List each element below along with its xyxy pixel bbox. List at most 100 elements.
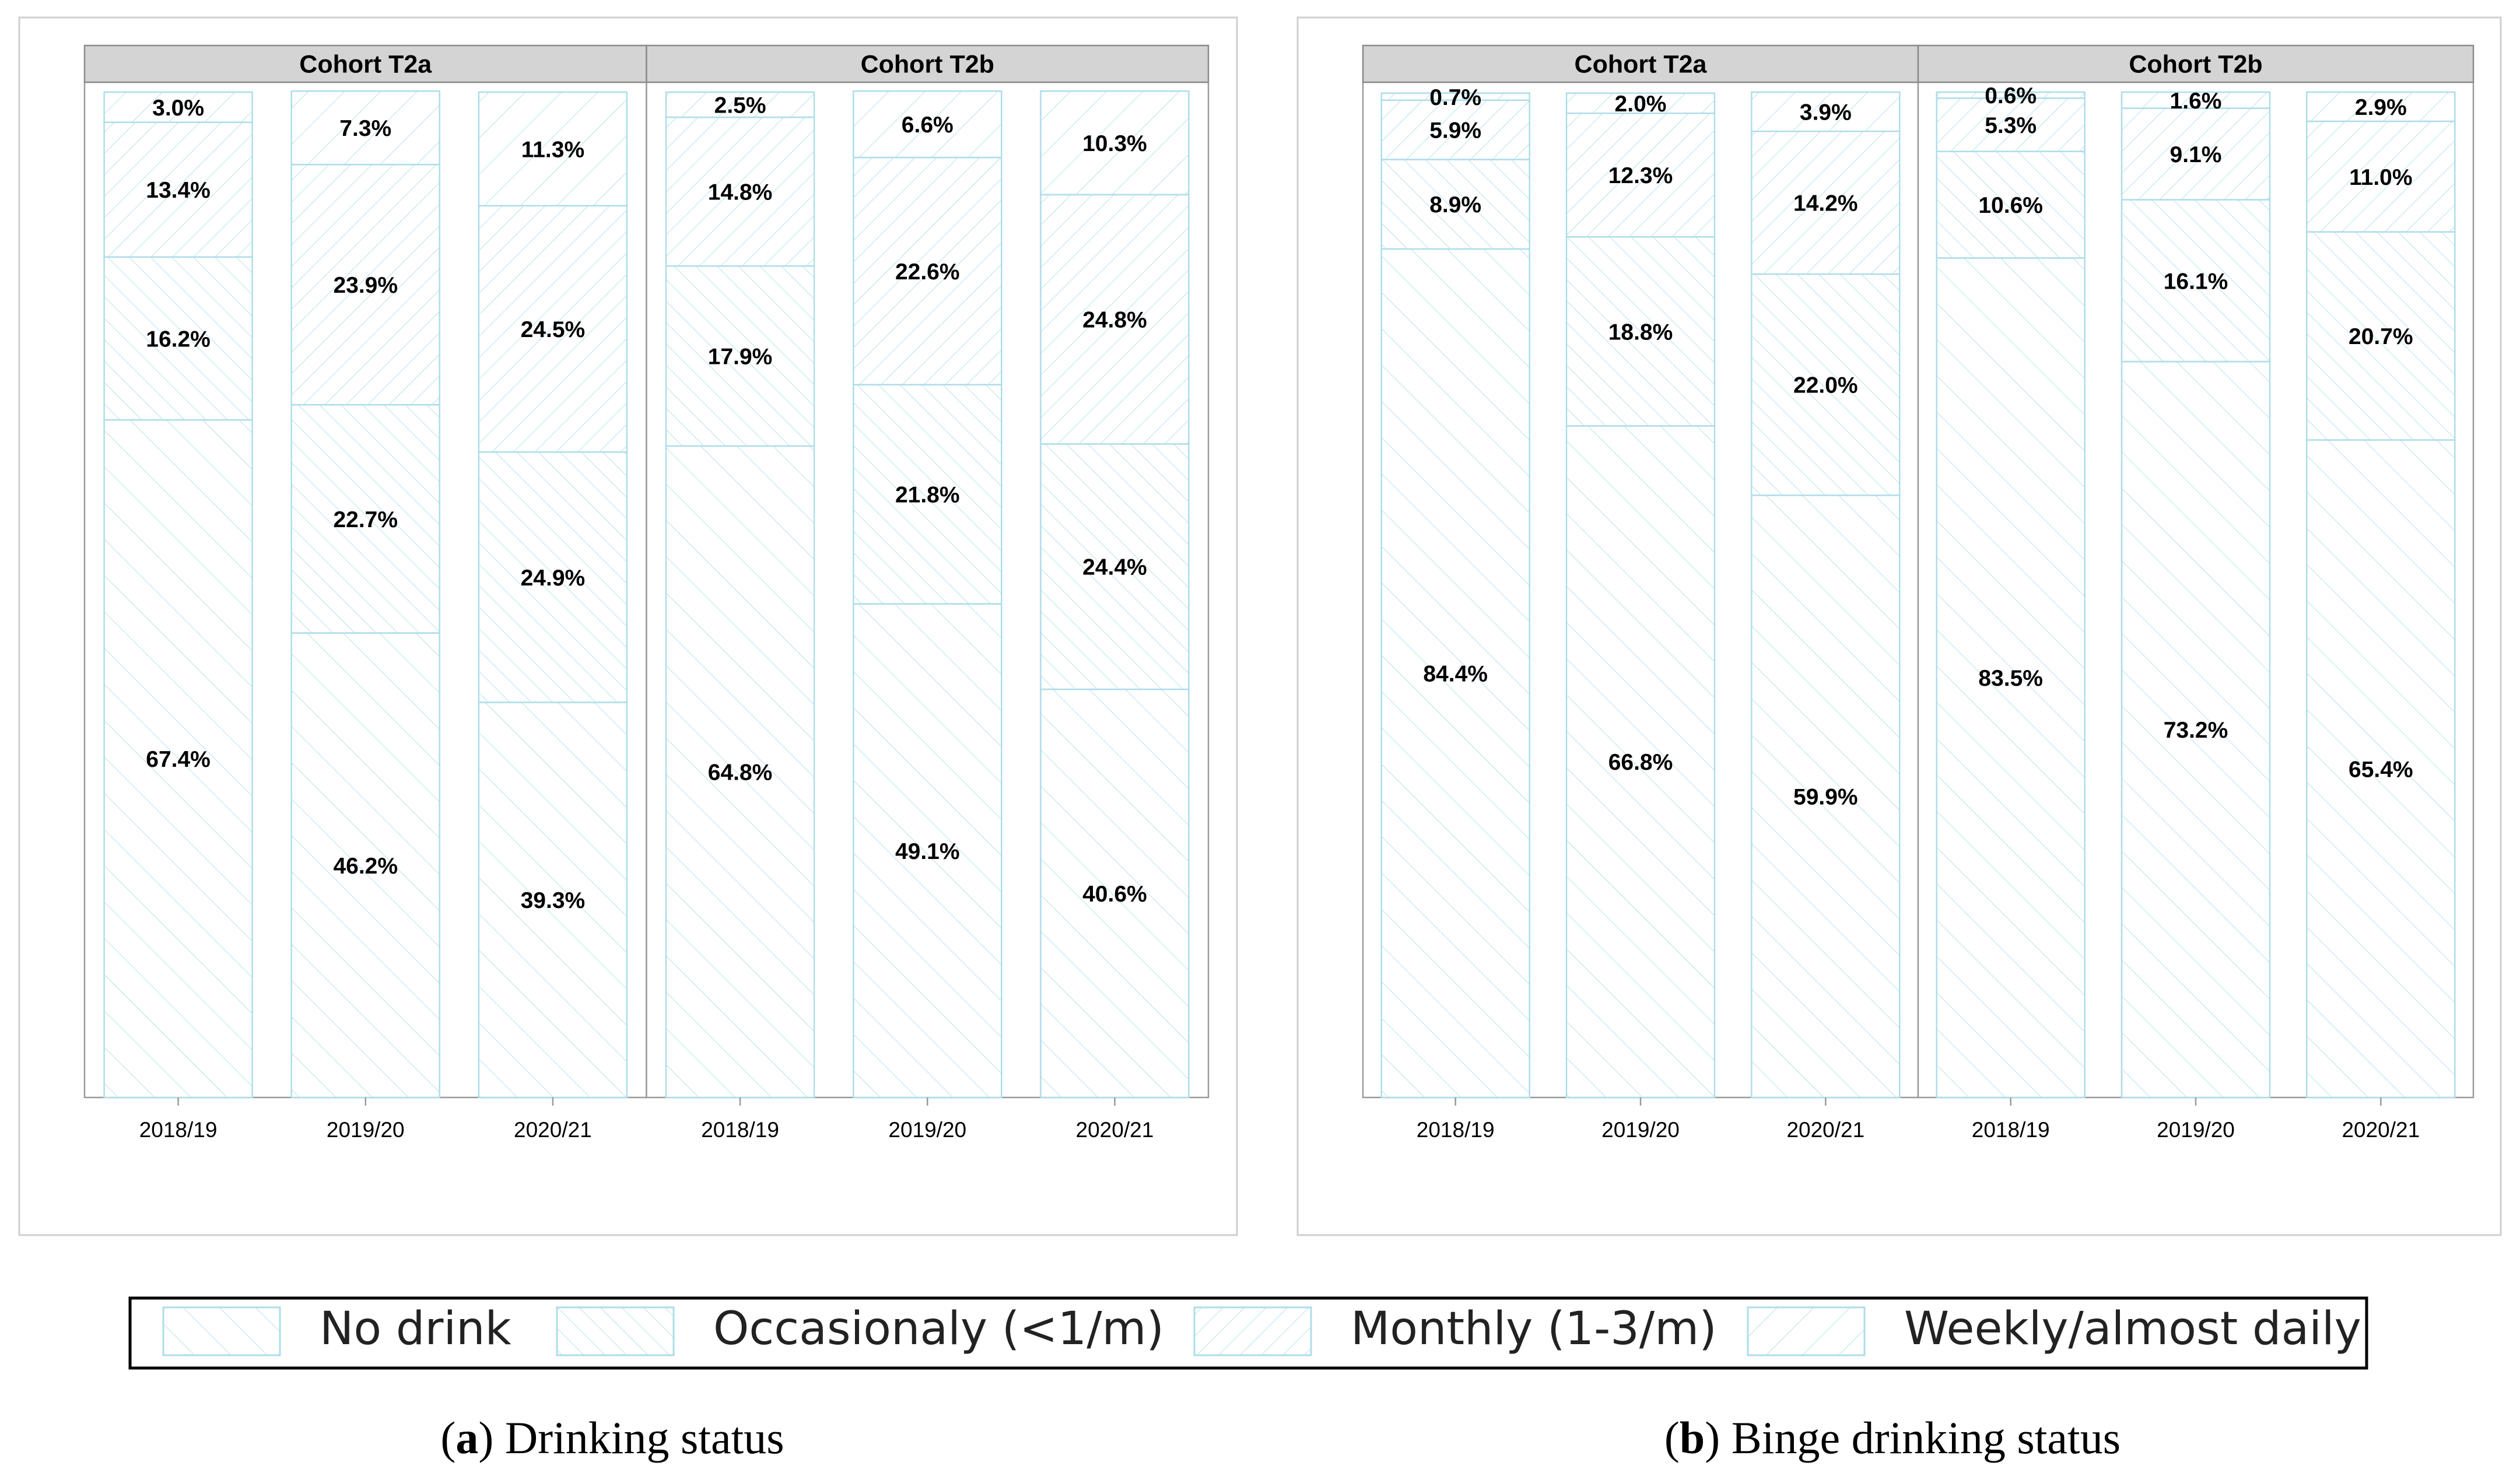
data-label: 0.6% bbox=[1985, 83, 2037, 108]
legend-label: Weekly/almost daily bbox=[1904, 1303, 2361, 1355]
data-label: 11.0% bbox=[2349, 165, 2412, 190]
bar-segment-occasionaly-1-m bbox=[2306, 231, 2456, 441]
bar-segment-monthly-1-3-m bbox=[1565, 112, 1716, 238]
caption-title: ) Drinking status bbox=[478, 1412, 784, 1463]
captions: (a) Drinking status (b) Binge drinking st… bbox=[440, 1412, 2121, 1463]
facet-strip bbox=[83, 44, 647, 83]
facet-strip-label: Cohort T2a bbox=[1575, 51, 1708, 79]
bar-segment-weekly-almost-daily bbox=[103, 91, 253, 123]
data-label: 14.8% bbox=[708, 180, 773, 205]
legend-swatch bbox=[1747, 1306, 1866, 1356]
facet-strip-label: Cohort T2a bbox=[299, 51, 432, 79]
data-label: 11.3% bbox=[521, 137, 584, 162]
bar-segment-weekly-almost-daily bbox=[665, 91, 815, 118]
bar-segment-occasionaly-1-m bbox=[2121, 199, 2271, 363]
bar-segment-occasionaly-1-m bbox=[290, 404, 440, 634]
data-label: 12.3% bbox=[1608, 163, 1673, 188]
bar-segment-weekly-almost-daily bbox=[2306, 91, 2456, 122]
x-tick-label: 2020/21 bbox=[1786, 1118, 1864, 1142]
bar-segment-no-drink bbox=[1040, 688, 1190, 1099]
data-label: 40.6% bbox=[1082, 882, 1147, 907]
x-tick-label: 2020/21 bbox=[1076, 1118, 1154, 1142]
data-label: 24.4% bbox=[1082, 555, 1147, 580]
charts: Cohort T2a 67.4% 16.2% 13.4% 3.0% 2018/19 46.2… bbox=[18, 16, 2502, 1236]
bar-segment-weekly-almost-daily bbox=[1936, 91, 2086, 99]
caption-paren-open: ( bbox=[440, 1412, 455, 1463]
x-tick-label: 2018/19 bbox=[1972, 1118, 2050, 1142]
data-label: 20.7% bbox=[2349, 324, 2413, 349]
bar-segment-weekly-almost-daily bbox=[1040, 90, 1190, 196]
bar-segment-weekly-almost-daily bbox=[2121, 91, 2271, 109]
bar-segment-occasionaly-1-m bbox=[1565, 236, 1716, 427]
x-tick-label: 2019/20 bbox=[327, 1118, 405, 1142]
bar-segment-weekly-almost-daily bbox=[853, 90, 1003, 159]
facet-cohort-t2a: Cohort T2a 84.4% 8.9% 5.9% 0.7% 2018/19 66.8% 1… bbox=[1362, 44, 1919, 1142]
data-label: 10.6% bbox=[1978, 193, 2043, 218]
data-label: 66.8% bbox=[1608, 750, 1673, 775]
data-label: 3.9% bbox=[1800, 100, 1852, 125]
data-label: 22.7% bbox=[333, 507, 398, 532]
facet-cohort-t2b: Cohort T2b 83.5% 10.6% 5.3% 0.6% 2018/19 73.2%… bbox=[1917, 44, 2475, 1142]
data-label: 24.9% bbox=[521, 566, 586, 591]
data-label: 24.5% bbox=[521, 317, 586, 342]
chart-frame bbox=[18, 16, 1238, 1236]
x-tick-label: 2018/19 bbox=[1417, 1118, 1495, 1142]
bar-segment-no-drink bbox=[1380, 248, 1530, 1099]
chart-a: Cohort T2a 67.4% 16.2% 13.4% 3.0% 2018/19 46.2… bbox=[18, 16, 1238, 1236]
bar-segment-occasionaly-1-m bbox=[853, 384, 1003, 605]
data-label: 1.6% bbox=[2170, 89, 2222, 114]
bar-segment-monthly-1-3-m bbox=[2306, 120, 2456, 233]
bar-segment-weekly-almost-daily bbox=[1380, 92, 1530, 101]
chart-caption: (b) Binge drinking status bbox=[1664, 1412, 2121, 1463]
data-label: 24.8% bbox=[1082, 308, 1147, 333]
data-label: 7.3% bbox=[339, 116, 391, 141]
bar-segment-monthly-1-3-m bbox=[2121, 107, 2271, 201]
caption-letter: b bbox=[1680, 1412, 1705, 1463]
data-label: 46.2% bbox=[333, 854, 398, 879]
caption-letter: a bbox=[455, 1412, 478, 1463]
bar-segment-no-drink bbox=[665, 445, 815, 1099]
facet-cohort-t2a: Cohort T2a 67.4% 16.2% 13.4% 3.0% 2018/19 46.2… bbox=[83, 44, 647, 1142]
bar-segment-occasionaly-1-m bbox=[1936, 150, 2086, 259]
bar-segment-occasionaly-1-m bbox=[1040, 443, 1190, 690]
facet-strip bbox=[646, 44, 1210, 83]
bar-segment-no-drink bbox=[853, 603, 1003, 1099]
data-label: 10.3% bbox=[1082, 131, 1147, 156]
data-label: 83.5% bbox=[1978, 666, 2043, 691]
data-label: 49.1% bbox=[895, 839, 960, 864]
data-label: 9.1% bbox=[2170, 142, 2222, 167]
data-label: 5.3% bbox=[1985, 113, 2037, 138]
x-tick-label: 2019/20 bbox=[1601, 1118, 1680, 1142]
bar-segment-monthly-1-3-m bbox=[290, 163, 440, 406]
data-label: 17.9% bbox=[708, 345, 773, 370]
data-label: 8.9% bbox=[1429, 192, 1481, 218]
x-tick-label: 2019/20 bbox=[2157, 1118, 2235, 1142]
data-label: 2.9% bbox=[2355, 95, 2407, 120]
data-label: 0.7% bbox=[1429, 85, 1481, 110]
data-label: 73.2% bbox=[2164, 718, 2228, 743]
data-label: 16.2% bbox=[146, 327, 211, 352]
x-tick-label: 2018/19 bbox=[139, 1118, 218, 1142]
facet-strip bbox=[1917, 44, 2475, 83]
data-label: 84.4% bbox=[1423, 661, 1488, 686]
data-label: 5.9% bbox=[1429, 118, 1481, 143]
data-label: 22.6% bbox=[895, 259, 960, 285]
facet-strip-label: Cohort T2b bbox=[2129, 51, 2262, 79]
data-label: 2.0% bbox=[1615, 92, 1667, 117]
chart-frame bbox=[1296, 16, 2502, 1236]
legend-swatch bbox=[162, 1306, 281, 1356]
x-tick-label: 2020/21 bbox=[2342, 1118, 2420, 1142]
bar-segment-occasionaly-1-m bbox=[665, 265, 815, 447]
bar-segment-monthly-1-3-m bbox=[1380, 99, 1530, 160]
data-label: 39.3% bbox=[521, 888, 586, 913]
legend: No drink Occasionaly (<1/m) Monthly (1-3/m… bbox=[128, 1296, 2368, 1370]
chart-caption: (a) Drinking status bbox=[440, 1412, 784, 1463]
data-label: 18.8% bbox=[1608, 320, 1673, 345]
legend-label: Monthly (1-3/m) bbox=[1351, 1303, 1717, 1355]
data-label: 59.9% bbox=[1793, 785, 1858, 810]
bar-segment-weekly-almost-daily bbox=[290, 90, 440, 166]
data-label: 22.0% bbox=[1793, 373, 1858, 398]
bar-segment-occasionaly-1-m bbox=[1380, 159, 1530, 250]
x-tick-label: 2019/20 bbox=[888, 1118, 966, 1142]
